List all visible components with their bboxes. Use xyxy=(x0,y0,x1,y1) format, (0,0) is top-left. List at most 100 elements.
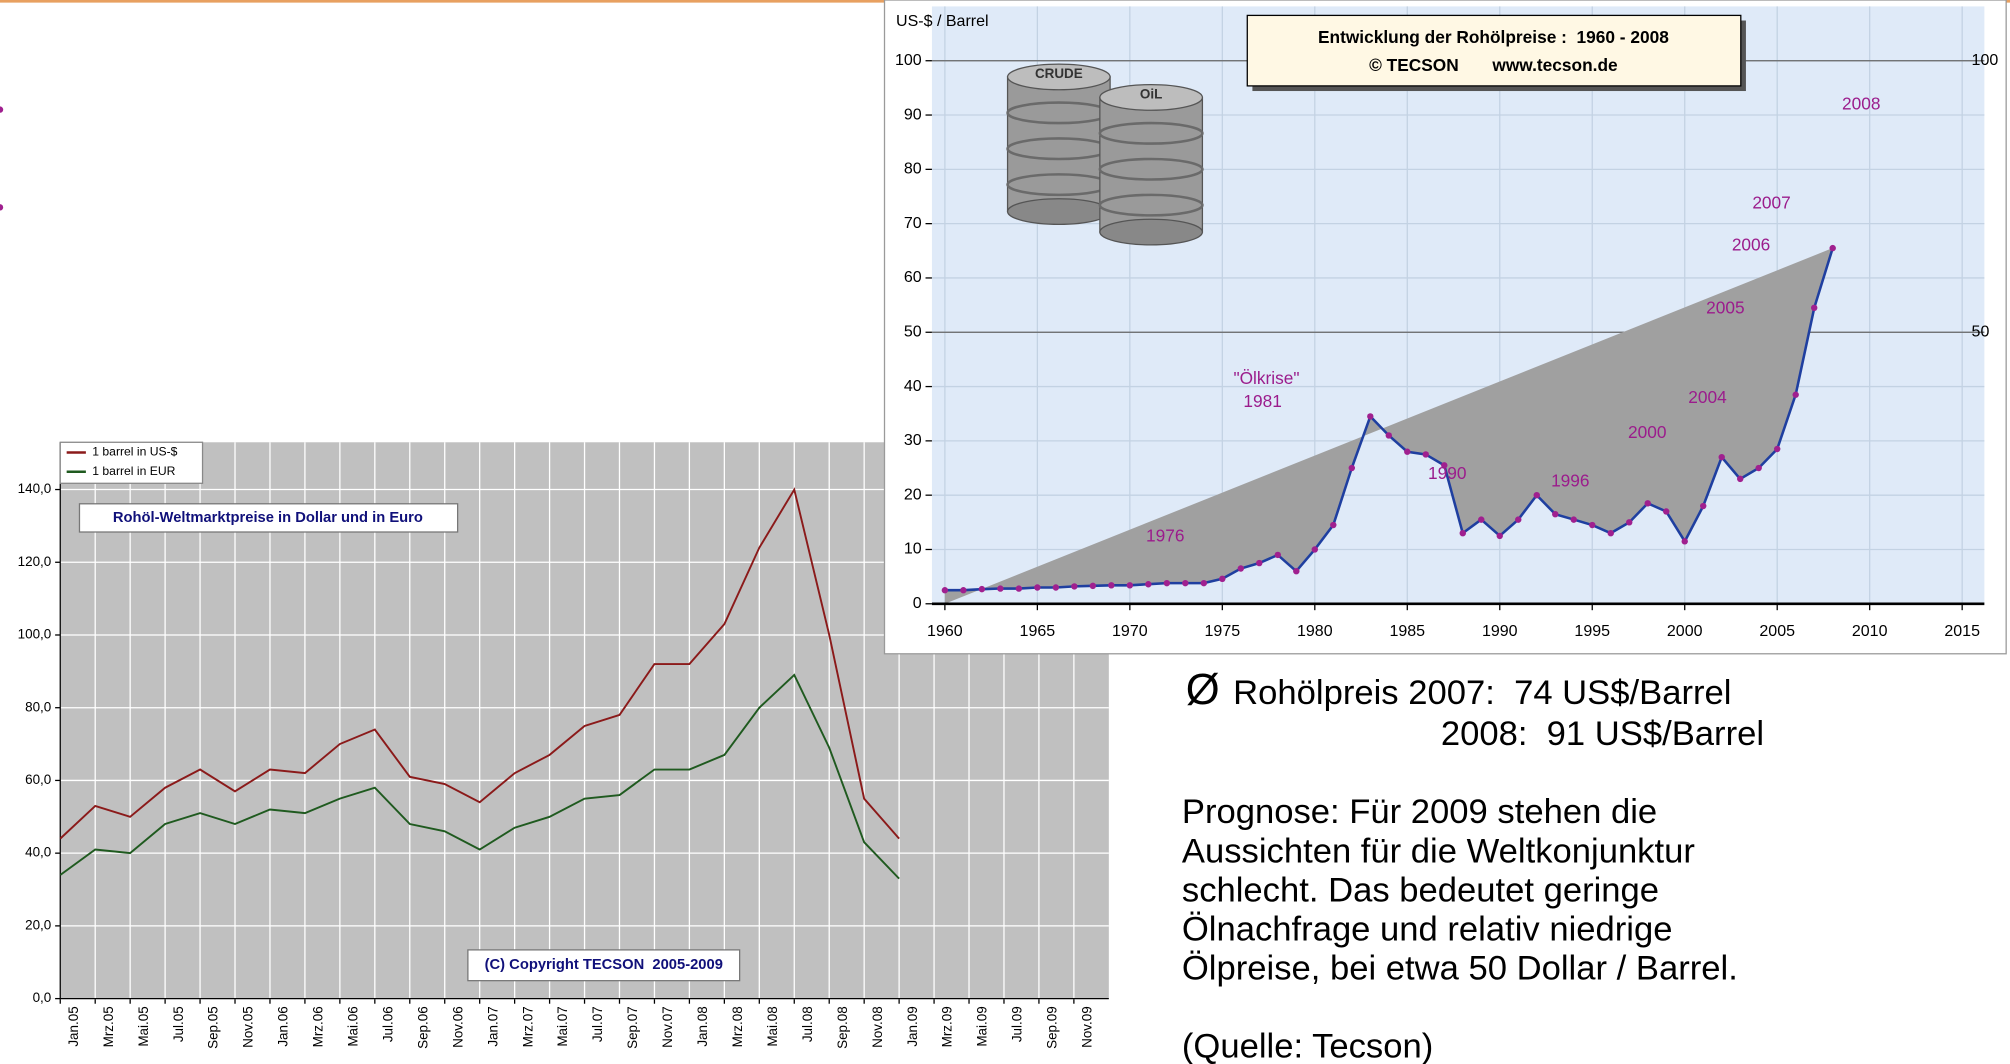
y-tick-label: 60,0 xyxy=(25,772,51,787)
forecast-line: Aussichten für die Weltkonjunktur xyxy=(1182,832,1695,870)
x-tick-label: 1965 xyxy=(1020,622,1056,640)
point xyxy=(1756,465,1762,471)
x-tick-label: Mai.05 xyxy=(136,1006,151,1046)
point xyxy=(1645,500,1651,506)
annotation: 2000 xyxy=(1628,422,1666,442)
x-tick-label: Jul.07 xyxy=(590,1006,605,1042)
x-tick-label: Jan.05 xyxy=(66,1006,81,1046)
y-tick-label: 50 xyxy=(904,322,922,340)
x-tick-label: 1980 xyxy=(1297,622,1333,640)
point xyxy=(1071,583,1077,589)
annotation: 2006 xyxy=(1732,235,1770,255)
y-tick-label: 70 xyxy=(904,214,922,232)
point xyxy=(1312,546,1318,552)
point xyxy=(0,106,3,112)
point xyxy=(1811,305,1817,311)
y-tick-label: 40,0 xyxy=(25,845,51,860)
point xyxy=(1571,516,1577,522)
y-tick-label: 40 xyxy=(904,377,922,395)
barrel-label: CRUDE xyxy=(1035,66,1083,81)
annotation: 1990 xyxy=(1428,463,1466,483)
y-tick-label: 80 xyxy=(904,160,922,178)
x-tick-label: 1995 xyxy=(1574,622,1610,640)
x-tick-label: Mrz.06 xyxy=(311,1006,326,1047)
point xyxy=(1682,538,1688,544)
copyright: (C) Copyright TECSON 2005-2009 xyxy=(485,957,723,973)
forecast-line: Prognose: Für 2009 stehen die xyxy=(1182,793,1657,831)
point xyxy=(1534,492,1540,498)
x-tick-label: Jul.09 xyxy=(1010,1006,1025,1042)
barrel-label: OiL xyxy=(1140,86,1162,101)
point xyxy=(997,585,1003,591)
x-tick-label: Jul.06 xyxy=(380,1006,395,1042)
point xyxy=(1608,530,1614,536)
x-tick-label: 1990 xyxy=(1482,622,1518,640)
average-2008: 2008: 91 US$/Barrel xyxy=(1441,715,1764,753)
point xyxy=(1127,582,1133,588)
annotation: 1996 xyxy=(1551,471,1589,491)
point xyxy=(1589,522,1595,528)
point xyxy=(1293,568,1299,574)
y-tick-label: 90 xyxy=(904,105,922,123)
point xyxy=(1053,584,1059,590)
point xyxy=(1108,582,1114,588)
page: {"chart_data": [ {"type": "line", "title… xyxy=(0,0,2010,1064)
x-tick-label: 1970 xyxy=(1112,622,1148,640)
point xyxy=(0,204,3,210)
y-tick-label: 140,0 xyxy=(18,481,52,496)
point xyxy=(1034,584,1040,590)
y-tick-label: 120,0 xyxy=(18,554,52,569)
point xyxy=(1238,565,1244,571)
forecast-line: schlecht. Das bedeutet geringe xyxy=(1182,871,1659,909)
x-tick-label: Mrz.08 xyxy=(730,1006,745,1047)
point xyxy=(1515,516,1521,522)
point xyxy=(1423,451,1429,457)
point xyxy=(1090,583,1096,589)
x-tick-label: Nov.05 xyxy=(241,1006,256,1048)
forecast-line: Ölnachfrage und relativ niedrige xyxy=(1182,910,1673,948)
legend-label: 1 barrel in EUR xyxy=(92,464,175,478)
point xyxy=(1829,245,1835,251)
point xyxy=(960,587,966,593)
source: (Quelle: Tecson) xyxy=(1182,1028,1433,1064)
x-tick-label: Nov.07 xyxy=(660,1006,675,1048)
x-tick-label: 1960 xyxy=(927,622,963,640)
x-tick-label: Mrz.09 xyxy=(940,1006,955,1047)
annotation: 2004 xyxy=(1688,387,1727,407)
title-box xyxy=(1247,15,1741,86)
x-tick-label: Mai.07 xyxy=(555,1006,570,1046)
x-tick-label: Mrz.07 xyxy=(520,1006,535,1047)
x-tick-label: 1985 xyxy=(1389,622,1425,640)
point xyxy=(1219,576,1225,582)
point xyxy=(1792,392,1798,398)
y-tick-label: 0,0 xyxy=(33,990,52,1005)
chart-title: Rohöl-Weltmarktpreise in Dollar und in E… xyxy=(113,510,423,526)
y-tick-label: 60 xyxy=(904,268,922,286)
point xyxy=(1145,581,1151,587)
y-tick-label: 100 xyxy=(895,51,922,69)
point xyxy=(1404,449,1410,455)
y-tick-label: 0 xyxy=(913,594,922,612)
x-tick-label: 2000 xyxy=(1667,622,1703,640)
x-tick-label: Sep.06 xyxy=(415,1006,430,1049)
x-tick-label: Jan.06 xyxy=(276,1006,291,1046)
x-tick-label: 2015 xyxy=(1944,622,1980,640)
x-tick-label: 2005 xyxy=(1759,622,1795,640)
point xyxy=(1700,503,1706,509)
point xyxy=(1349,465,1355,471)
annotation: 2008 xyxy=(1842,94,1880,114)
y-tick-label: 20,0 xyxy=(25,917,51,932)
point xyxy=(1016,585,1022,591)
x-tick-label: Sep.05 xyxy=(206,1006,221,1049)
x-tick-label: Mrz.05 xyxy=(101,1006,116,1047)
y-tick-label: 20 xyxy=(904,485,922,503)
chart-title: Entwicklung der Rohölpreise : 1960 - 200… xyxy=(1318,27,1669,47)
x-tick-label: Mai.06 xyxy=(346,1006,361,1046)
annotation: "Ölkrise" xyxy=(1233,368,1299,388)
x-tick-label: Jan.09 xyxy=(905,1006,920,1046)
x-tick-label: Mai.08 xyxy=(765,1006,780,1046)
annotation: 1976 xyxy=(1146,526,1184,546)
barrel-bottom xyxy=(1008,199,1111,225)
point xyxy=(942,587,948,593)
point xyxy=(1386,432,1392,438)
